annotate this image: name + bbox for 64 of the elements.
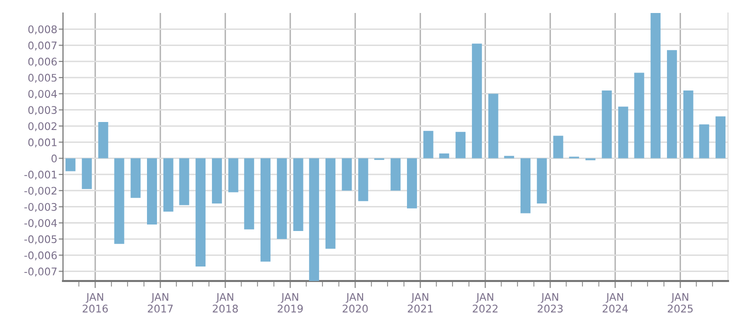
bar <box>163 158 174 212</box>
y-tick-label: -0,007 <box>24 268 57 276</box>
bar <box>325 158 336 249</box>
bar <box>276 158 287 240</box>
y-tick-label: -0,003 <box>24 202 57 212</box>
bar <box>683 90 694 158</box>
bar <box>618 106 628 158</box>
bar <box>309 158 320 281</box>
y-tick-label: -0,001 <box>24 170 56 180</box>
bar <box>699 124 710 158</box>
x-tick-label: JAN 2016 <box>82 293 108 313</box>
bar <box>196 158 206 266</box>
bar <box>716 116 726 158</box>
bar <box>504 156 514 158</box>
y-tick-label: 0 <box>52 154 57 162</box>
bar <box>114 158 124 244</box>
x-tick-label: JAN 2023 <box>538 293 563 313</box>
y-tick-label: -0,005 <box>24 235 57 244</box>
bar <box>146 158 157 224</box>
x-tick-label: JAN 2017 <box>148 293 173 313</box>
x-tick-label: JAN 2025 <box>668 293 693 313</box>
bar <box>212 158 222 204</box>
y-tick-label: 0,007 <box>28 42 57 50</box>
bar <box>423 130 434 158</box>
bar <box>130 158 141 198</box>
bar <box>456 132 466 158</box>
y-tick-label: 0,002 <box>28 122 56 132</box>
y-tick-label: 0,003 <box>28 106 57 116</box>
bar <box>488 94 498 158</box>
bar <box>390 158 401 191</box>
y-tick-label: -0,002 <box>24 186 56 196</box>
bar <box>179 158 190 206</box>
y-tick-label: 0,006 <box>28 58 57 67</box>
bar <box>602 90 612 158</box>
x-tick-label: JAN 2020 <box>342 293 368 313</box>
x-tick-label: JAN 2021 <box>408 293 433 313</box>
y-tick-label: 0,005 <box>28 74 57 83</box>
bar <box>244 158 254 230</box>
bar <box>634 72 644 158</box>
bar <box>228 158 238 192</box>
x-tick-label: JAN 2018 <box>212 293 238 313</box>
bar <box>650 13 661 158</box>
bar <box>260 158 270 262</box>
y-tick-label: -0,004 <box>24 219 57 228</box>
bar <box>65 158 76 172</box>
bar <box>553 136 564 158</box>
bar <box>82 158 92 189</box>
bar <box>358 158 368 202</box>
bar <box>439 153 450 158</box>
y-tick-label: 0,001 <box>28 138 56 148</box>
bar <box>472 44 482 158</box>
y-tick-label: 0,004 <box>28 90 57 99</box>
y-tick-label: 0,008 <box>28 25 57 34</box>
bar <box>520 158 530 214</box>
bar <box>293 158 304 231</box>
bar <box>98 122 108 158</box>
bar <box>406 158 417 208</box>
bar <box>342 158 352 191</box>
x-tick-label: JAN 2019 <box>278 293 303 313</box>
y-tick-label: -0,006 <box>24 251 57 260</box>
bar <box>666 50 677 158</box>
x-tick-label: JAN 2022 <box>472 293 498 313</box>
bar <box>536 158 547 204</box>
x-tick-label: JAN 2024 <box>602 293 628 313</box>
